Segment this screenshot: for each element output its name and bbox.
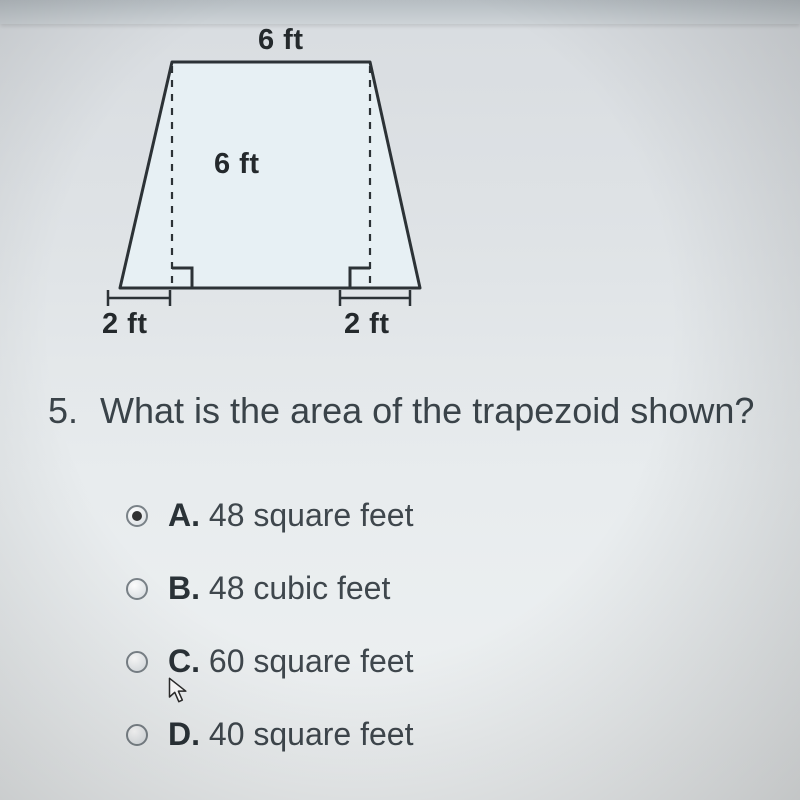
- radio-c[interactable]: [126, 651, 148, 673]
- dimension-height-label: 6 ft: [214, 148, 260, 181]
- choice-b-label: B. 48 cubic feet: [168, 570, 390, 607]
- trapezoid-shape: [120, 62, 420, 288]
- radio-b[interactable]: [126, 578, 148, 600]
- choice-c-label: C. 60 square feet: [168, 643, 413, 680]
- question-number: 5.: [36, 390, 78, 432]
- dimension-top-label: 6 ft: [258, 24, 304, 57]
- question-block: 5. What is the area of the trapezoid sho…: [36, 388, 780, 753]
- choice-c[interactable]: C. 60 square feet: [126, 643, 780, 680]
- radio-d[interactable]: [126, 724, 148, 746]
- bracket-bottom-right: [340, 290, 410, 306]
- trapezoid-svg: [90, 28, 450, 338]
- window-titlebar-reflection: [0, 0, 800, 24]
- choice-a[interactable]: A. 48 square feet: [126, 497, 780, 534]
- choice-d[interactable]: D. 40 square feet: [126, 716, 780, 753]
- choice-b[interactable]: B. 48 cubic feet: [126, 570, 780, 607]
- choices-list: A. 48 square feet B. 48 cubic feet C. 60…: [126, 497, 780, 753]
- bracket-bottom-left: [108, 290, 170, 306]
- trapezoid-diagram: 6 ft 6 ft 2 ft 2 ft: [90, 28, 450, 338]
- choice-a-label: A. 48 square feet: [168, 497, 413, 534]
- question-text: What is the area of the trapezoid shown?: [100, 388, 754, 433]
- question-row: 5. What is the area of the trapezoid sho…: [36, 388, 780, 433]
- choice-d-label: D. 40 square feet: [168, 716, 413, 753]
- dimension-bottom-right-label: 2 ft: [344, 308, 390, 341]
- radio-a[interactable]: [126, 505, 148, 527]
- dimension-bottom-left-label: 2 ft: [102, 308, 148, 341]
